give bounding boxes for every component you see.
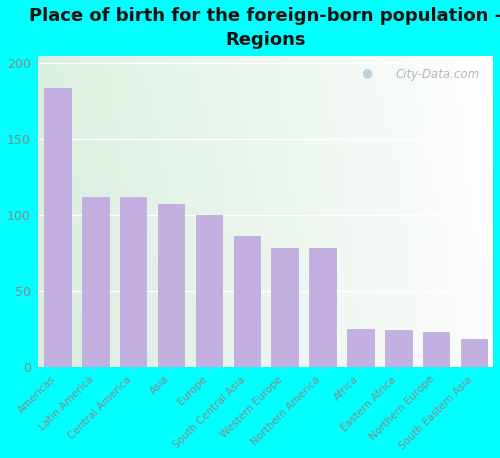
Bar [44,87,70,366]
Bar [347,329,374,366]
Bar [120,197,146,366]
Bar [158,204,184,366]
Bar [385,330,411,366]
Bar [272,248,298,366]
Text: City-Data.com: City-Data.com [396,68,479,81]
Bar [196,215,222,366]
Title: Place of birth for the foreign-born population -
Regions: Place of birth for the foreign-born popu… [29,7,500,49]
Bar [461,339,487,366]
Bar [234,236,260,366]
Bar [310,248,336,366]
Bar [82,197,108,366]
Text: ●: ● [362,66,372,80]
Bar [423,332,450,366]
